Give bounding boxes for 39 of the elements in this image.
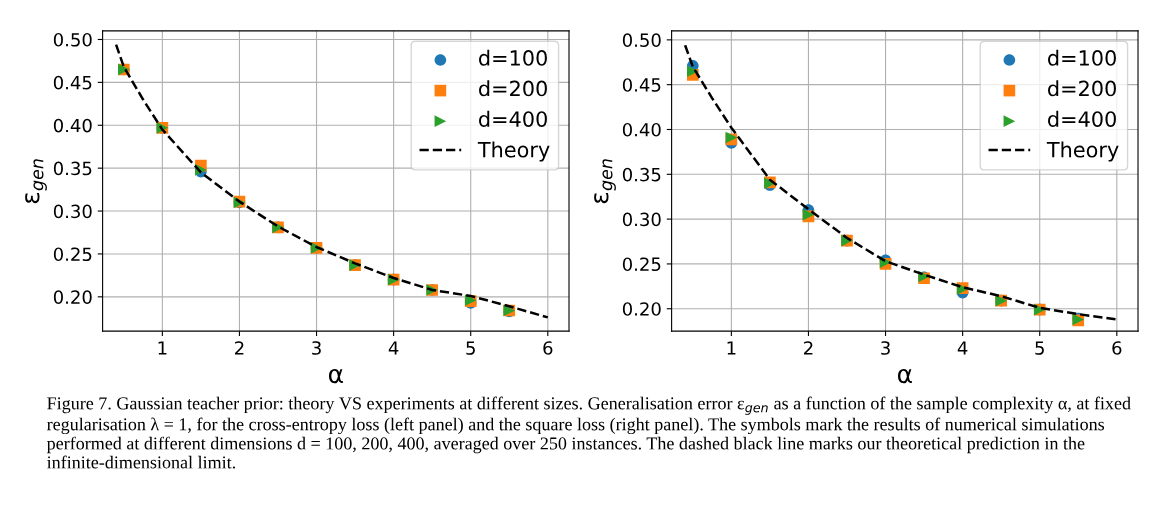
legend-label: d=200: [1048, 80, 1116, 97]
y-tick-label: 0.45: [622, 78, 661, 92]
x-tick-label: 4: [388, 341, 399, 355]
x-tick-label: 6: [543, 341, 553, 355]
y-axis-title: ε$_{gen}$: [25, 159, 47, 204]
legend-label: d=400: [479, 110, 547, 127]
legend-label: Theory: [477, 141, 550, 162]
y-axis-title: ε$_{gen}$: [594, 159, 616, 204]
y-tick-label: 0.30: [622, 212, 661, 227]
x-tick-label: 2: [804, 341, 813, 355]
y-tick-label: 0.30: [53, 204, 92, 219]
y-tick-label: 0.35: [622, 167, 661, 182]
y-tick-label: 0.40: [53, 118, 92, 133]
x-tick-label: 3: [312, 341, 321, 355]
legend-label: Theory: [1046, 141, 1119, 162]
legend-label: d=400: [1048, 110, 1116, 127]
y-tick-label: 0.50: [622, 33, 661, 47]
x-tick-label: 5: [1035, 341, 1044, 355]
y-tick-label: 0.50: [53, 32, 92, 47]
legend-label: d=100: [1048, 49, 1116, 66]
y-tick-label: 0.20: [622, 302, 661, 316]
x-tick-label: 2: [235, 341, 244, 355]
y-tick-label: 0.20: [53, 290, 92, 304]
y-tick-label: 0.45: [53, 75, 92, 90]
x-tick-label: 5: [466, 341, 475, 355]
x-tick-label: 1: [727, 341, 736, 355]
legend-label: d=200: [479, 80, 547, 97]
y-tick-label: 0.25: [622, 257, 661, 272]
x-tick-label: 6: [1112, 341, 1122, 355]
y-tick-label: 0.40: [622, 122, 661, 137]
caption: Figure 7. Gaussian teacher prior: theory VS experiments at different sizes. Generalisation error ε$_{gen}$ as a function of the sample complexity α, at fixed regularisation λ = 1, for the cross-entropy loss (left panel) and the square loss (right panel). The symbols mark the results of numerical simulations performed at different dimensions d = 100, 200, 400, averaged over 250 instances. The dashed black line marks our theoretical prediction in the infinite-dimensional limit.: [46, 396, 1131, 469]
y-tick-label: 0.35: [53, 161, 92, 176]
y-tick-label: 0.25: [53, 247, 92, 262]
x-tick-label: 4: [957, 341, 968, 355]
x-axis-title: α: [328, 368, 343, 384]
legend-label: d=100: [479, 49, 547, 66]
x-tick-label: 3: [881, 341, 890, 355]
x-tick-label: 1: [158, 341, 167, 355]
x-axis-title: α: [897, 368, 912, 384]
